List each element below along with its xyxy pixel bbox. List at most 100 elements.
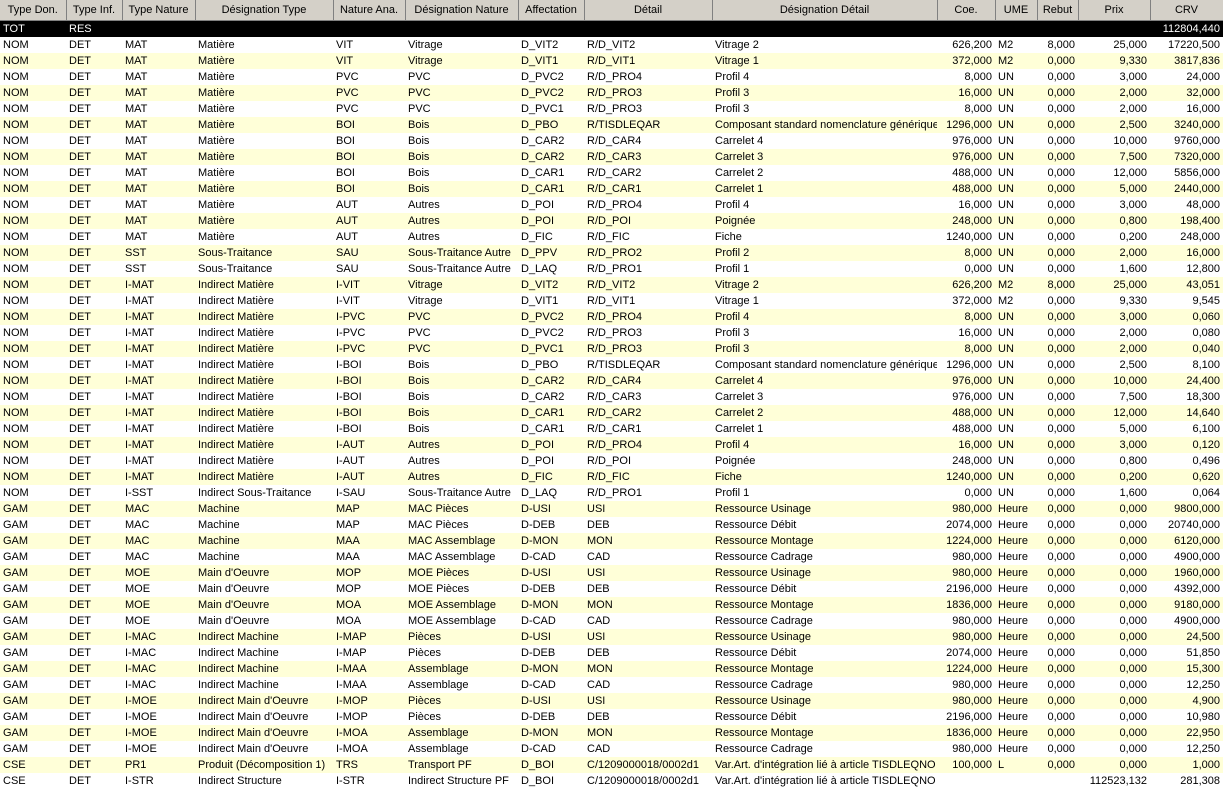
table-cell: Carrelet 2	[712, 404, 937, 421]
table-cell: D_PVC2	[518, 84, 584, 101]
table-row[interactable]: NOM DET I-MAT Indirect Matière I-BOI Bois D_CA…	[0, 421, 1223, 437]
table-row[interactable]: NOM DET I-MAT Indirect Matière I-VIT Vitrage D…	[0, 276, 1223, 293]
table-row[interactable]: NOM DET MAT Matière VIT Vitrage D_VIT2 R/D_VIT2…	[0, 37, 1223, 53]
table-cell: MON	[584, 660, 712, 677]
column-header[interactable]: Type Don.	[0, 0, 67, 21]
table-cell: 0,000	[1037, 628, 1078, 645]
column-header[interactable]: CRV	[1150, 0, 1223, 21]
table-cell: D_PVC1	[518, 340, 584, 357]
table-row[interactable]: GAM DET I-MOE Indirect Main d'Oeuvre I-MOP Pi…	[0, 709, 1223, 725]
column-header[interactable]: Détail	[584, 0, 713, 21]
table-cell: D-DEB	[521, 710, 556, 723]
table-cell: D_CAR2	[521, 390, 565, 403]
table-row[interactable]: GAM DET I-MOE Indirect Main d'Oeuvre I-MOA As…	[0, 741, 1223, 757]
table-row[interactable]: GAM DET I-MAC Indirect Machine I-MAP Pièces D-…	[0, 645, 1223, 661]
table-cell: 0,000	[1078, 756, 1150, 773]
table-row[interactable]: GAM DET I-MAC Indirect Machine I-MAP Pièces D-…	[0, 628, 1223, 645]
table-cell: 10,980	[1186, 710, 1220, 723]
table-cell: 16,000	[1186, 102, 1220, 115]
table-row[interactable]: GAM DET I-MOE Indirect Main d'Oeuvre I-MOA As…	[0, 724, 1223, 741]
table-row[interactable]: NOM DET MAT Matière VIT Vitrage D_VIT1 R/D_VIT1…	[0, 52, 1223, 69]
table-row[interactable]: GAM DET I-MAC Indirect Machine I-MAA Assembla…	[0, 660, 1223, 677]
table-row[interactable]: NOM DET I-MAT Indirect Matière I-BOI Bois D_PB…	[0, 357, 1223, 373]
table-cell: UN	[998, 262, 1014, 275]
column-header[interactable]: Type Nature	[122, 0, 196, 21]
column-header[interactable]: Type Inf.	[66, 0, 123, 21]
table-row[interactable]: NOM DET I-MAT Indirect Matière I-BOI Bois D_CA…	[0, 389, 1223, 405]
table-row[interactable]: NOM DET MAT Matière PVC PVC D_PVC1 R/D_PRO3 Prof…	[0, 101, 1223, 117]
table-cell: Vitrage 2	[715, 38, 759, 51]
table-cell: RES	[66, 20, 122, 37]
table-row[interactable]: NOM DET I-MAT Indirect Matière I-BOI Bois D_CA…	[0, 372, 1223, 389]
table-cell: 0,000	[964, 262, 992, 275]
column-header[interactable]: Nature Ana.	[333, 0, 406, 21]
table-row[interactable]: NOM DET I-MAT Indirect Matière I-VIT Vitrage D…	[0, 293, 1223, 309]
table-row[interactable]: NOM DET I-MAT Indirect Matière I-BOI Bois D_CA…	[0, 404, 1223, 421]
table-row[interactable]: NOM DET MAT Matière BOI Bois D_CAR2 R/D_CAR4 Car…	[0, 133, 1223, 149]
table-cell: 0,000	[1047, 230, 1075, 243]
table-cell: 281,308	[1180, 774, 1220, 787]
table-row[interactable]: NOM DET SST Sous-Traitance SAU Sous-Traitance…	[0, 244, 1223, 261]
table-row[interactable]: TOT RES 112804,440	[0, 20, 1223, 37]
column-header[interactable]: Désignation Type	[195, 0, 334, 21]
table-row[interactable]: NOM DET MAT Matière PVC PVC D_PVC2 R/D_PRO4 Prof…	[0, 69, 1223, 85]
table-row[interactable]: NOM DET I-MAT Indirect Matière I-PVC PVC D_PVC…	[0, 325, 1223, 341]
table-cell: 18,300	[1186, 390, 1220, 403]
table-cell: GAM	[3, 582, 29, 595]
table-cell: MAT	[122, 116, 195, 133]
table-row[interactable]: NOM DET I-MAT Indirect Matière I-PVC PVC D_PVC…	[0, 340, 1223, 357]
table-cell: DET	[69, 582, 91, 595]
table-row[interactable]: NOM DET I-MAT Indirect Matière I-AUT Autres D_…	[0, 468, 1223, 485]
table-cell: Indirect Matière	[198, 294, 274, 307]
table-cell: NOM	[0, 436, 66, 453]
table-cell: MOE Assemblage	[408, 614, 497, 627]
table-row[interactable]: GAM DET MAC Machine MAP MAC Pièces D-USI USI Res…	[0, 500, 1223, 517]
table-row[interactable]: NOM DET MAT Matière BOI Bois D_CAR1 R/D_CAR2 Car…	[0, 165, 1223, 181]
table-row[interactable]: NOM DET MAT Matière AUT Autres D_POI R/D_PRO4 Pr…	[0, 197, 1223, 213]
table-row[interactable]: GAM DET MAC Machine MAP MAC Pièces D-DEB DEB Res…	[0, 517, 1223, 533]
table-row[interactable]: NOM DET I-SST Indirect Sous-Traitance I-SAU S…	[0, 485, 1223, 501]
table-cell: 1836,000	[937, 596, 995, 613]
table-row[interactable]: GAM DET MAC Machine MAA MAC Assemblage D-MON MO…	[0, 532, 1223, 549]
table-cell: 1296,000	[946, 358, 992, 371]
table-row[interactable]: NOM DET SST Sous-Traitance SAU Sous-Traitance…	[0, 261, 1223, 277]
column-header[interactable]: Désignation Nature	[405, 0, 519, 21]
column-header[interactable]: Affectation	[518, 0, 585, 21]
table-cell: NOM	[3, 102, 29, 115]
table-cell: Heure	[998, 678, 1028, 691]
column-header[interactable]: Désignation Détail	[712, 0, 938, 21]
table-cell: Bois	[405, 116, 518, 133]
table-cell: D_POI	[521, 198, 555, 211]
table-row[interactable]: CSE DET I-STR Indirect Structure I-STR Indire…	[0, 773, 1223, 788]
table-row[interactable]: NOM DET MAT Matière BOI Bois D_CAR1 R/D_CAR1 Car…	[0, 180, 1223, 197]
table-row[interactable]: NOM DET I-MAT Indirect Matière I-AUT Autres D_…	[0, 436, 1223, 453]
table-cell: PVC	[408, 102, 431, 115]
column-header[interactable]: Prix	[1078, 0, 1151, 21]
table-row[interactable]: NOM DET I-MAT Indirect Matière I-PVC PVC D_PVC…	[0, 308, 1223, 325]
table-row[interactable]: CSE DET PR1 Produit (Décomposition 1) TRS Tra…	[0, 756, 1223, 773]
table-row[interactable]: NOM DET MAT Matière PVC PVC D_PVC2 R/D_PRO3 Prof…	[0, 84, 1223, 101]
table-row[interactable]: NOM DET I-MAT Indirect Matière I-AUT Autres D_…	[0, 453, 1223, 469]
column-header[interactable]: Coe.	[937, 0, 996, 21]
table-row[interactable]: GAM DET I-MAC Indirect Machine I-MAA Assembla…	[0, 677, 1223, 693]
table-row[interactable]: GAM DET MOE Main d'Oeuvre MOP MOE Pièces D-DEB…	[0, 581, 1223, 597]
table-cell: Indirect Main d'Oeuvre	[198, 710, 309, 723]
table-row[interactable]: NOM DET MAT Matière AUT Autres D_FIC R/D_FIC Fic…	[0, 229, 1223, 245]
column-header[interactable]: Rebut	[1037, 0, 1079, 21]
column-header[interactable]: UME	[995, 0, 1038, 21]
table-cell: 0,000	[1119, 678, 1147, 691]
table-row[interactable]: NOM DET MAT Matière AUT Autres D_POI R/D_POI Poi…	[0, 212, 1223, 229]
table-row[interactable]: GAM DET MOE Main d'Oeuvre MOA MOE Assemblage D…	[0, 613, 1223, 629]
table-row[interactable]: NOM DET MAT Matière BOI Bois D_PBO R/TISDLEQAR C…	[0, 116, 1223, 133]
table-cell: MOP	[333, 564, 405, 581]
table-cell: 3,000	[1119, 198, 1147, 211]
table-cell: Poignée	[715, 454, 756, 467]
table-cell: D-DEB	[521, 646, 556, 659]
table-row[interactable]: GAM DET MAC Machine MAA MAC Assemblage D-CAD CA…	[0, 549, 1223, 565]
table-row[interactable]: NOM DET MAT Matière BOI Bois D_CAR2 R/D_CAR3 Car…	[0, 148, 1223, 165]
table-cell: 9,330	[1119, 294, 1147, 307]
table-cell: Autres	[408, 230, 440, 243]
table-row[interactable]: GAM DET MOE Main d'Oeuvre MOA MOE Assemblage D…	[0, 596, 1223, 613]
table-row[interactable]: GAM DET I-MOE Indirect Main d'Oeuvre I-MOP Pi…	[0, 692, 1223, 709]
table-row[interactable]: GAM DET MOE Main d'Oeuvre MOP MOE Pièces D-USI…	[0, 564, 1223, 581]
